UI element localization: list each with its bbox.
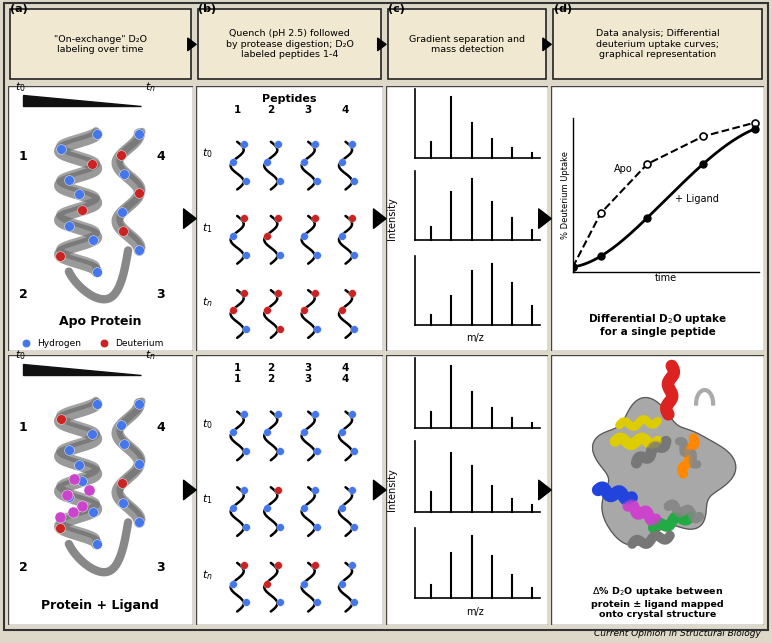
Text: $t_1$: $t_1$: [201, 493, 212, 506]
Text: 3: 3: [156, 288, 164, 301]
Text: 2: 2: [267, 363, 274, 373]
Text: Intensity: Intensity: [388, 469, 398, 511]
Text: 1: 1: [19, 421, 28, 433]
Polygon shape: [22, 95, 141, 106]
Text: (d): (d): [554, 4, 571, 14]
Text: Gradient separation and
mass detection: Gradient separation and mass detection: [409, 35, 525, 54]
Text: $t_n$: $t_n$: [201, 295, 212, 309]
Text: Hydrogen: Hydrogen: [37, 339, 81, 348]
FancyBboxPatch shape: [198, 10, 381, 79]
Text: $\Delta$% D$_2$O uptake between
protein ± ligand mapped
onto crystal structure: $\Delta$% D$_2$O uptake between protein …: [591, 585, 724, 619]
Text: Protein + Ligand: Protein + Ligand: [42, 599, 159, 611]
Text: 3: 3: [305, 105, 312, 114]
Text: m/z: m/z: [466, 607, 484, 617]
Text: Intensity: Intensity: [388, 197, 398, 240]
Polygon shape: [22, 365, 141, 375]
Text: Deuterium: Deuterium: [115, 339, 164, 348]
Text: $t_0$: $t_0$: [15, 349, 26, 363]
Text: $t_n$: $t_n$: [201, 568, 212, 582]
FancyBboxPatch shape: [554, 10, 762, 79]
Text: Differential D$_2$O uptake
for a single peptide: Differential D$_2$O uptake for a single …: [588, 312, 727, 338]
Text: Data analysis; Differential
deuterium uptake curves;
graphical representation: Data analysis; Differential deuterium up…: [596, 30, 720, 59]
Text: 2: 2: [19, 288, 28, 301]
Polygon shape: [593, 397, 736, 545]
Text: 4: 4: [342, 105, 349, 114]
Text: (c): (c): [388, 4, 405, 14]
FancyBboxPatch shape: [388, 10, 547, 79]
Text: 3: 3: [305, 374, 312, 384]
X-axis label: time: time: [655, 273, 677, 283]
Text: m/z: m/z: [466, 333, 484, 343]
Text: 4: 4: [342, 363, 349, 373]
Text: "On-exchange" D₂O
labeling over time: "On-exchange" D₂O labeling over time: [54, 35, 147, 54]
Text: Peptides: Peptides: [262, 94, 317, 104]
Text: Quench (pH 2.5) followed
by protease digestion; D₂O
labeled peptides 1-4: Quench (pH 2.5) followed by protease dig…: [225, 30, 354, 59]
Text: $t_0$: $t_0$: [201, 417, 212, 431]
Text: 2: 2: [267, 105, 274, 114]
Text: 2: 2: [267, 374, 274, 384]
FancyBboxPatch shape: [9, 10, 191, 79]
Text: 1: 1: [234, 363, 241, 373]
Text: 2: 2: [19, 561, 28, 574]
Text: 1: 1: [19, 150, 28, 163]
Text: 4: 4: [156, 421, 164, 433]
Text: Apo Protein: Apo Protein: [59, 314, 141, 327]
Text: 4: 4: [156, 150, 164, 163]
Text: Current Opinion in Structural Biology: Current Opinion in Structural Biology: [594, 629, 760, 638]
Text: + Ligand: + Ligand: [676, 194, 719, 204]
Text: $t_n$: $t_n$: [145, 349, 156, 363]
Text: Apo: Apo: [614, 164, 632, 174]
Text: $t_n$: $t_n$: [145, 80, 156, 94]
Text: 3: 3: [305, 363, 312, 373]
Text: $t_0$: $t_0$: [201, 147, 212, 160]
Text: (a): (a): [10, 4, 28, 14]
Text: $t_1$: $t_1$: [201, 221, 212, 235]
Y-axis label: % Deuterium Uptake: % Deuterium Uptake: [561, 150, 570, 239]
Text: 1: 1: [234, 374, 241, 384]
Text: 4: 4: [342, 374, 349, 384]
Text: 3: 3: [156, 561, 164, 574]
Text: $t_0$: $t_0$: [15, 80, 26, 94]
Text: 1: 1: [234, 105, 241, 114]
Text: (b): (b): [198, 4, 216, 14]
